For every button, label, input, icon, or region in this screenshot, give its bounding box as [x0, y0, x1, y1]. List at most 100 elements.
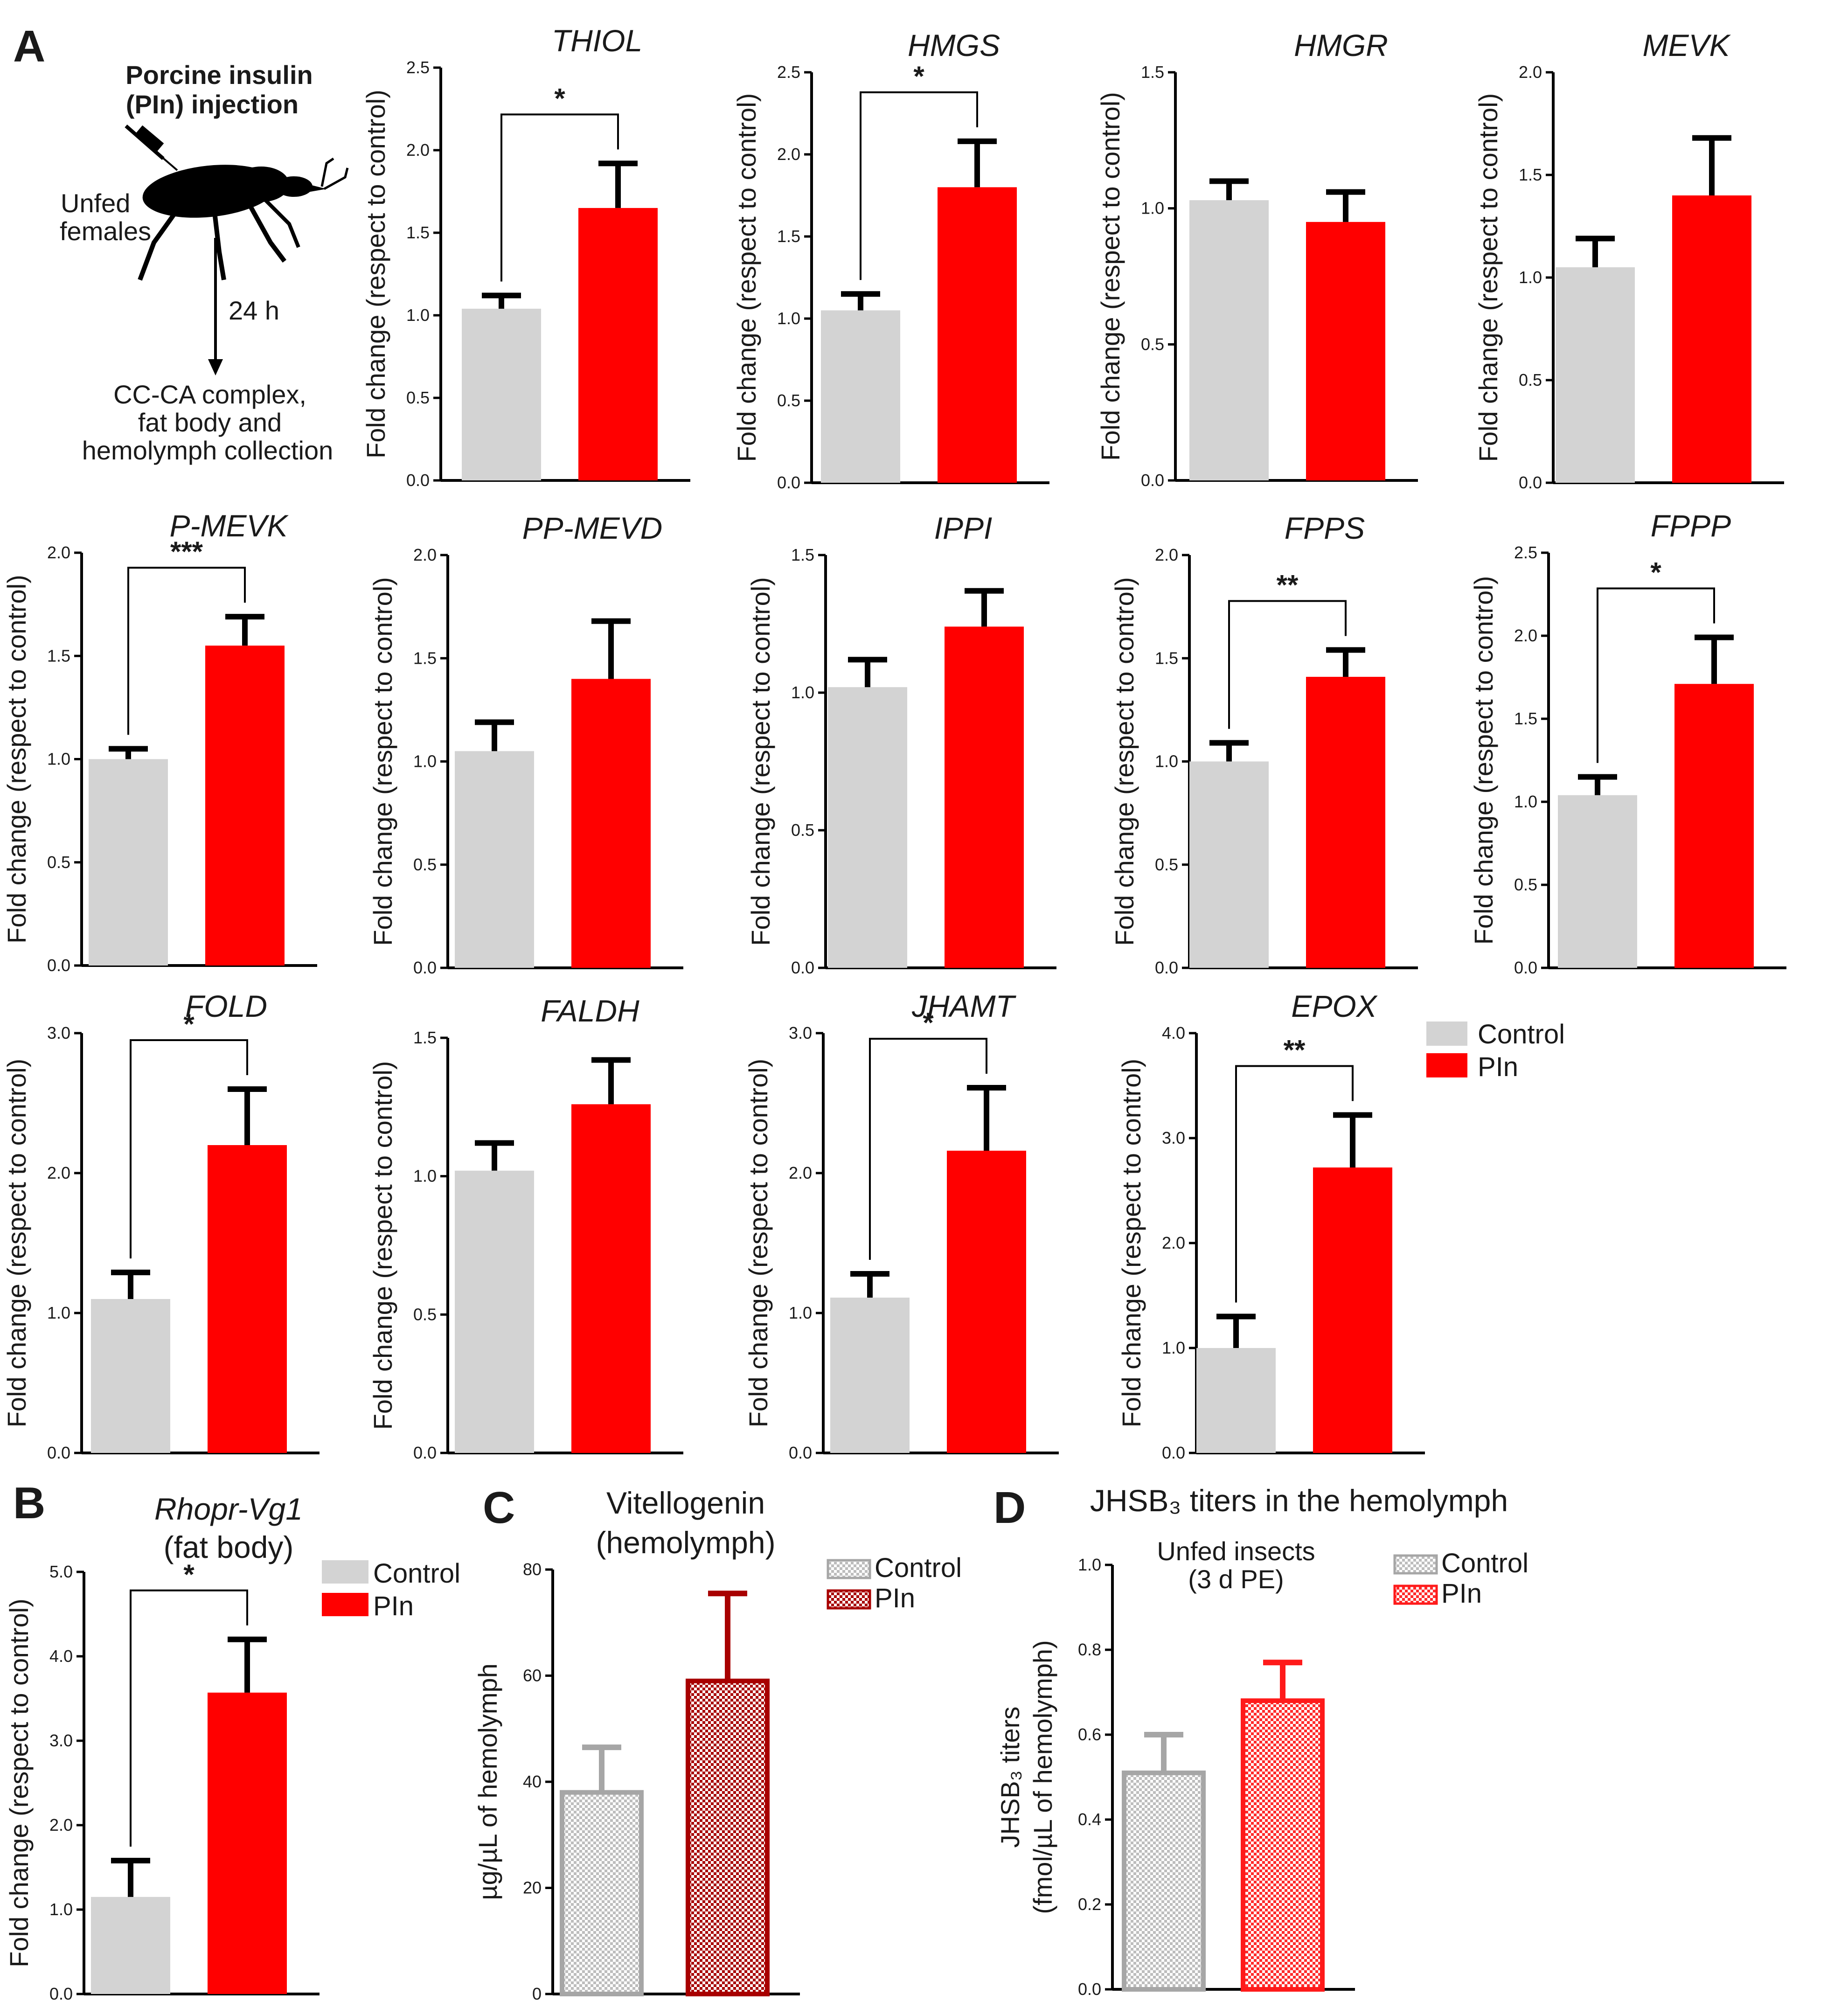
chart-epox: 0.0 1.0 2.0 3.0 4.0 Fold change (respect to c… — [1117, 989, 1425, 1462]
y-tick-label-hmgr: 1.0 — [1141, 199, 1164, 218]
chart-rhopr-vg1: 0.0 1.0 2.0 3.0 4.0 5.0 Fold change (respect t… — [4, 1492, 460, 2001]
chart-title-mevk: MEVK — [1642, 28, 1731, 63]
chart-subtitle-line2-jhsb3: (3 d PE) — [1188, 1564, 1284, 1594]
chart-title-faldh: FALDH — [541, 994, 639, 1028]
schematic-insect-line2: females — [60, 216, 151, 246]
chart-fppp: 0.0 0.5 1.0 1.5 2.0 2.5 Fold change (respect t… — [1469, 508, 1786, 977]
significance-label-rhopr-vg1: * — [183, 1559, 195, 1590]
y-tick-label-p-mevk: 0.5 — [47, 853, 70, 872]
bar-fpps-control — [1189, 761, 1269, 968]
significance-bracket-fppp — [1597, 587, 1715, 763]
y-tick-label-fpps: 2.0 — [1155, 545, 1178, 564]
bar-rhopr-vg1-control — [91, 1897, 170, 1994]
y-tick-label-hmgs: 0.5 — [777, 391, 800, 410]
significance-label-fpps: ** — [1277, 570, 1299, 601]
legend-jhsb3-pin-label: PIn — [1441, 1578, 1482, 1609]
significance-bracket-jhamt — [869, 1038, 987, 1260]
y-tick-label-pp-mevd: 1.0 — [413, 752, 437, 771]
chart-faldh: 0.0 0.5 1.0 1.5 Fold change (respect to cont… — [368, 994, 683, 1462]
bar-epox-pin — [1313, 1167, 1392, 1453]
y-tick-label-faldh: 0.5 — [413, 1305, 437, 1324]
y-tick-label-ippi: 0.0 — [791, 958, 814, 977]
schematic-collection-line3: hemolymph collection — [82, 436, 333, 465]
chart-fold: 0.0 1.0 2.0 3.0 Fold change (respect to cont… — [2, 989, 320, 1462]
y-axis-label-pp-mevd: Fold change (respect to control) — [368, 577, 397, 946]
bar-jhamt-pin — [947, 1151, 1026, 1453]
bar-faldh-control — [455, 1170, 534, 1453]
y-tick-label-hmgs: 2.5 — [777, 63, 800, 82]
y-tick-label-vitellogenin: 0 — [532, 1984, 542, 2001]
y-tick-label-fpps: 0.0 — [1155, 958, 1178, 977]
y-tick-label-epox: 2.0 — [1162, 1233, 1185, 1252]
panel-label-d: D — [993, 1483, 1026, 1533]
chart-title-vitellogenin: Vitellogenin — [606, 1486, 765, 1520]
y-tick-label-jhsb3: 0.2 — [1078, 1895, 1101, 1914]
y-tick-label-jhamt: 0.0 — [789, 1443, 812, 1462]
y-tick-label-faldh: 0.0 — [413, 1443, 437, 1462]
y-tick-label-fold: 1.0 — [47, 1303, 70, 1322]
chart-pp-mevd: 0.0 0.5 1.0 1.5 2.0 Fold change (respect to c… — [368, 511, 683, 977]
y-tick-label-hmgs: 1.0 — [777, 309, 800, 328]
panel-label-c: C — [483, 1483, 515, 1533]
chart-title-jhsb3: JHSB₃ titers in the hemolymph — [1090, 1483, 1508, 1518]
y-tick-label-jhsb3: 0.0 — [1078, 1980, 1101, 1999]
y-axis-label-rhopr-vg1: Fold change (respect to control) — [4, 1598, 34, 1967]
bar-hmgs-control — [821, 310, 900, 483]
y-tick-label-vitellogenin: 60 — [523, 1666, 542, 1685]
y-tick-label-rhopr-vg1: 0.0 — [49, 1984, 73, 2001]
y-axis-label-faldh: Fold change (respect to control) — [368, 1061, 397, 1430]
schematic: Porcine insulin (PIn) injection Unfed fe… — [60, 60, 349, 465]
bar-ippi-pin — [945, 626, 1024, 968]
y-tick-label-fold: 3.0 — [47, 1023, 70, 1042]
y-tick-label-jhsb3: 1.0 — [1078, 1555, 1101, 1574]
chart-jhsb3: 0.0 0.2 0.4 0.6 0.8 1.0 JHSB₃ titers (fmol/µL o… — [995, 1483, 1528, 1999]
y-tick-label-pp-mevd: 0.5 — [413, 855, 437, 874]
legend-a-control-swatch — [1426, 1021, 1467, 1046]
significance-bracket-fold — [130, 1039, 248, 1258]
significance-label-epox: ** — [1284, 1035, 1306, 1066]
schematic-title-line2: (PIn) injection — [126, 90, 299, 119]
significance-bracket-fpps — [1228, 600, 1347, 729]
schematic-collection-line1: CC-CA complex, — [113, 380, 306, 409]
charts: 0.0 0.5 1.0 1.5 2.0 2.5 Fold change (respect t… — [2, 23, 1786, 2001]
y-axis-label-vitellogenin: µg/µL of hemolymph — [473, 1663, 502, 1900]
y-tick-label-jhamt: 2.0 — [789, 1163, 812, 1182]
y-tick-label-fpps: 1.5 — [1155, 648, 1178, 667]
y-axis-label-fppp: Fold change (respect to control) — [1469, 576, 1498, 945]
y-axis-label-thiol: Fold change (respect to control) — [361, 90, 390, 459]
bar-pp-mevd-control — [455, 751, 534, 968]
arrow-down-icon — [208, 359, 223, 375]
y-tick-label-fppp: 1.5 — [1514, 709, 1537, 728]
significance-bracket-thiol — [500, 113, 619, 282]
bar-jhsb3-pin — [1241, 1698, 1325, 1992]
y-tick-label-fppp: 1.0 — [1514, 792, 1537, 811]
bar-faldh-pin — [571, 1104, 651, 1453]
schematic-title-line1: Porcine insulin — [125, 60, 313, 90]
y-tick-label-vitellogenin: 20 — [523, 1878, 542, 1897]
chart-title-hmgs: HMGS — [908, 28, 1000, 63]
bar-hmgr-control — [1189, 200, 1269, 481]
chart-title-pp-mevd: PP-MEVD — [522, 511, 663, 545]
y-tick-label-mevk: 1.5 — [1519, 165, 1542, 184]
y-axis-label-p-mevk: Fold change (respect to control) — [2, 575, 31, 944]
chart-vitellogenin: 0 20 40 60 80 µg/µL of hemolymph Vitellogenin (… — [473, 1486, 962, 2001]
y-tick-label-mevk: 0.0 — [1519, 473, 1542, 492]
chart-ippi: 0.0 0.5 1.0 1.5 Fold change (respect to cont… — [746, 511, 1056, 977]
y-tick-label-ippi: 0.5 — [791, 820, 814, 840]
significance-label-thiol: * — [554, 83, 565, 114]
y-tick-label-hmgs: 1.5 — [777, 227, 800, 246]
legend-a-pin-swatch — [1426, 1053, 1467, 1077]
y-tick-label-jhamt: 1.0 — [789, 1303, 812, 1322]
y-tick-label-hmgs: 2.0 — [777, 145, 800, 164]
y-tick-label-pp-mevd: 1.5 — [413, 648, 437, 667]
y-tick-label-fppp: 2.5 — [1514, 543, 1537, 562]
legend-rhopr-vg1-pin-swatch — [322, 1593, 368, 1616]
y-tick-label-pp-mevd: 0.0 — [413, 958, 437, 977]
y-tick-label-fppp: 2.0 — [1514, 626, 1537, 645]
y-tick-label-faldh: 1.5 — [413, 1028, 437, 1047]
schematic-time: 24 h — [229, 296, 279, 325]
y-tick-label-mevk: 2.0 — [1519, 63, 1542, 82]
